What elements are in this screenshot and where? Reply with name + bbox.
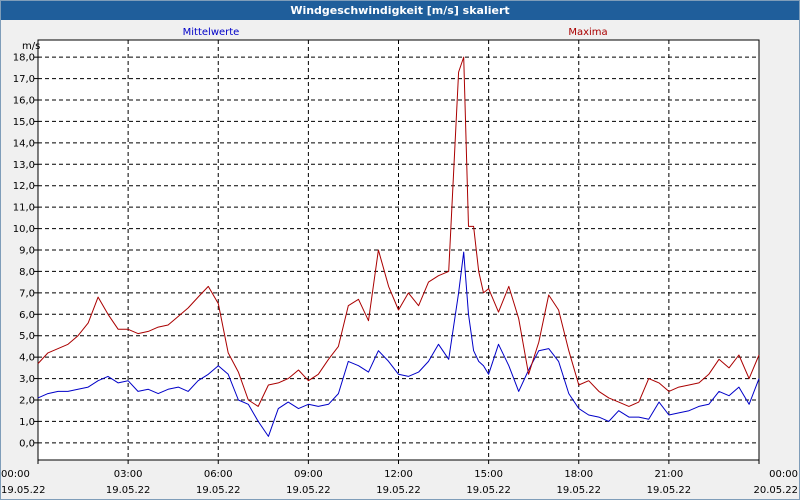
legend-mittelwerte: Mittelwerte [183,27,240,38]
x-tick-time-label: 03:00 [114,469,143,480]
x-tick-date-label: 19.05.22 [196,485,241,496]
y-tick-label: 0,0 [19,438,35,449]
y-tick-label: 5,0 [19,331,35,342]
x-tick-time-label: 21:00 [654,469,683,480]
x-tick-time-label: 00:00 [769,469,798,480]
series-line-maxima [37,56,760,407]
y-axis-ticks: 0,0 1,0 2,0 3,0 4,0 5,0 6,0 7,0 8,0 9,0 10,0 11,0 12… [13,53,38,449]
y-tick-label: 6,0 [19,310,35,321]
y-tick-label: 10,0 [13,224,35,235]
y-tick-label: 4,0 [19,353,35,364]
chart-title: Windgeschwindigkeit [m/s] skaliert [1,1,799,20]
x-tick-date-label: 19.05.22 [106,485,151,496]
x-tick-time-label: 09:00 [294,469,323,480]
x-tick-time-label: 15:00 [474,469,503,480]
y-tick-label: 18,0 [13,53,35,64]
y-tick-label: 8,0 [19,267,35,278]
y-tick-label: 7,0 [19,288,35,299]
x-tick-date-label: 19.05.22 [556,485,601,496]
x-axis-ticks: 00:00 19.05.22 03:00 19.05.22 06:00 19.05.22 0… [1,460,798,496]
y-tick-label: 13,0 [13,160,35,171]
grid-lines [38,40,759,460]
x-tick-time-label: 00:00 [1,469,30,480]
series-line-mittelwerte [37,251,760,437]
y-axis-unit-label: m/s [22,41,40,52]
y-tick-label: 15,0 [13,117,35,128]
x-tick-date-label: 20.05.22 [753,485,798,496]
y-tick-label: 11,0 [13,203,35,214]
y-tick-label: 3,0 [19,374,35,385]
y-tick-label: 16,0 [13,96,35,107]
legend-maxima: Maxima [568,27,607,38]
y-tick-label: 12,0 [13,181,35,192]
x-tick-date-label: 19.05.22 [1,485,46,496]
series-group [37,56,760,437]
x-tick-time-label: 18:00 [564,469,593,480]
x-tick-time-label: 06:00 [204,469,233,480]
x-tick-time-label: 12:00 [384,469,413,480]
y-tick-label: 1,0 [19,417,35,428]
y-tick-label: 14,0 [13,138,35,149]
y-tick-label: 9,0 [19,246,35,257]
x-tick-date-label: 19.05.22 [286,485,331,496]
x-tick-date-label: 19.05.22 [466,485,511,496]
y-tick-label: 17,0 [13,74,35,85]
x-tick-date-label: 19.05.22 [376,485,421,496]
y-tick-label: 2,0 [19,396,35,407]
x-tick-date-label: 19.05.22 [647,485,692,496]
